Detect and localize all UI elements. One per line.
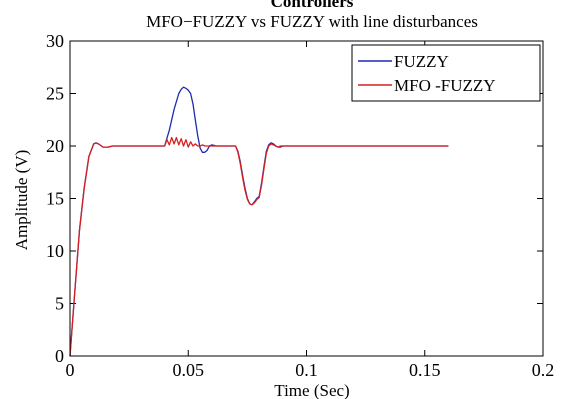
y-tick-label: 5 [55,294,64,314]
y-tick-label: 25 [46,84,64,104]
y-tick-label: 0 [55,346,64,366]
chart-title: MFO−FUZZY vs FUZZY with line disturbance… [146,12,478,31]
y-axis-label: Amplitude (V) [12,150,31,251]
legend-label: FUZZY [394,52,449,71]
axis-ticks: 0 0.05 0.1 0.15 0.2 0 5 10 15 20 25 30 [46,31,554,380]
series-line-fuzzy [69,86,449,357]
series-line-mfo-fuzzy [69,136,449,357]
series-lines [69,86,449,357]
y-tick-label: 10 [46,241,64,261]
clipped-title: Controllers [271,0,354,11]
y-tick-label: 15 [46,189,64,209]
x-tick-label: 0.2 [532,360,555,380]
y-tick-label: 20 [46,136,64,156]
plot-frame [69,40,544,357]
x-axis-label: Time (Sec) [274,381,349,399]
x-tick-label: 0 [66,360,75,380]
legend-label: MFO -FUZZY [394,76,496,95]
y-tick-label: 30 [46,31,64,51]
x-tick-label: 0.15 [409,360,441,380]
x-tick-label: 0.05 [173,360,205,380]
x-tick-label: 0.1 [295,360,318,380]
legend: FUZZY MFO -FUZZY [351,44,541,102]
legend-box [351,44,541,102]
